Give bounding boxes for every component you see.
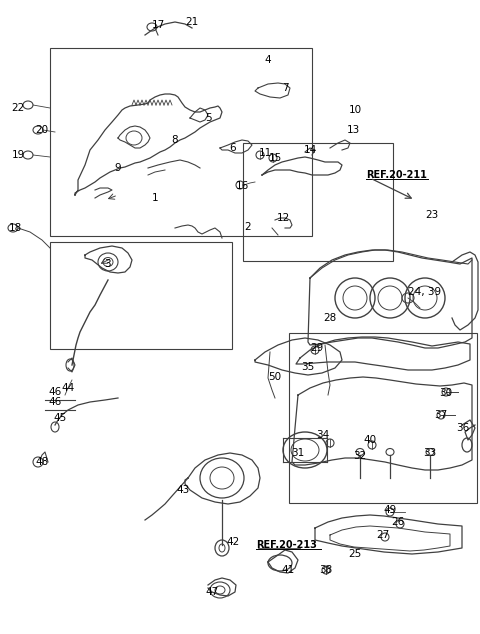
Text: 2: 2 bbox=[245, 222, 252, 232]
Text: 17: 17 bbox=[151, 20, 165, 30]
Text: 46: 46 bbox=[48, 397, 61, 407]
Text: 7: 7 bbox=[282, 83, 288, 93]
Text: 29: 29 bbox=[311, 343, 324, 353]
Text: REF.20-211: REF.20-211 bbox=[366, 170, 427, 180]
Text: 33: 33 bbox=[423, 448, 437, 458]
Text: 46: 46 bbox=[48, 387, 61, 397]
Text: 45: 45 bbox=[53, 413, 67, 423]
Text: 44: 44 bbox=[61, 383, 74, 393]
Text: 6: 6 bbox=[230, 143, 236, 153]
Bar bbox=[243, 143, 393, 261]
Text: 16: 16 bbox=[235, 181, 249, 191]
Text: 49: 49 bbox=[384, 505, 396, 515]
Text: 26: 26 bbox=[391, 517, 405, 527]
Text: 22: 22 bbox=[12, 103, 24, 113]
Text: 37: 37 bbox=[434, 410, 448, 420]
Text: 41: 41 bbox=[281, 565, 295, 575]
Text: 9: 9 bbox=[115, 163, 121, 173]
Text: 5: 5 bbox=[204, 113, 211, 123]
Text: 28: 28 bbox=[324, 313, 336, 323]
Text: 3: 3 bbox=[104, 259, 110, 269]
Text: 21: 21 bbox=[185, 17, 199, 27]
Text: REF.20-213: REF.20-213 bbox=[256, 540, 317, 550]
Text: 42: 42 bbox=[227, 537, 240, 547]
Text: 4: 4 bbox=[264, 55, 271, 65]
Text: 18: 18 bbox=[8, 223, 22, 233]
Text: 30: 30 bbox=[439, 388, 453, 398]
Text: 47: 47 bbox=[205, 587, 218, 597]
Text: 50: 50 bbox=[268, 372, 282, 382]
Text: 13: 13 bbox=[347, 125, 360, 135]
Text: 24, 39: 24, 39 bbox=[408, 287, 441, 297]
Bar bbox=[289, 333, 477, 503]
Text: 19: 19 bbox=[12, 150, 24, 160]
Text: 35: 35 bbox=[301, 362, 314, 372]
Text: 8: 8 bbox=[172, 135, 178, 145]
Text: 1: 1 bbox=[152, 193, 158, 203]
Text: 10: 10 bbox=[348, 105, 361, 115]
Text: 14: 14 bbox=[303, 145, 317, 155]
Text: 25: 25 bbox=[348, 549, 361, 559]
Text: 12: 12 bbox=[276, 213, 289, 223]
Text: 27: 27 bbox=[376, 530, 390, 540]
Text: 38: 38 bbox=[319, 565, 333, 575]
Text: 20: 20 bbox=[36, 125, 48, 135]
Text: 32: 32 bbox=[353, 451, 367, 461]
Text: 23: 23 bbox=[425, 210, 439, 220]
Bar bbox=[50, 48, 312, 236]
Text: 43: 43 bbox=[176, 485, 190, 495]
Bar bbox=[50, 242, 232, 349]
Text: 15: 15 bbox=[268, 153, 282, 163]
Text: 34: 34 bbox=[316, 430, 330, 440]
Text: 11: 11 bbox=[258, 148, 272, 158]
Text: 36: 36 bbox=[456, 423, 469, 433]
Text: 48: 48 bbox=[36, 457, 48, 467]
Text: 31: 31 bbox=[291, 448, 305, 458]
Text: 40: 40 bbox=[363, 435, 377, 445]
